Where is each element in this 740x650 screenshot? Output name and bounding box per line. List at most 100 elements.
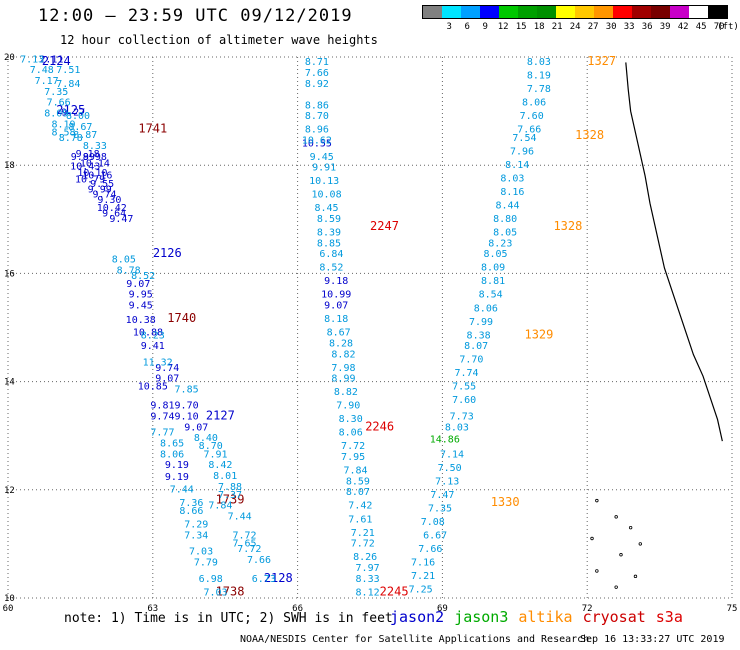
- colorbar: [422, 5, 728, 19]
- swh-value: 7.73: [450, 411, 474, 422]
- colorbar-swatch: [480, 6, 499, 18]
- lat-tick-label: 12: [4, 486, 15, 496]
- swh-value: 8.05: [112, 255, 136, 266]
- swh-value: 8.07: [464, 341, 488, 352]
- pass-number-label: 1330: [491, 495, 520, 509]
- swh-value: 10.55: [302, 138, 332, 149]
- swh-value: 7.21: [351, 528, 375, 539]
- island: [590, 536, 594, 541]
- swh-value: 7.74: [454, 368, 478, 379]
- swh-value: 9.70: [175, 401, 199, 412]
- swh-value: 7.21: [411, 571, 435, 582]
- swh-value: 9.64: [102, 209, 126, 220]
- island: [633, 574, 638, 579]
- swh-value: 9.74: [92, 190, 116, 201]
- swh-value: 9.95: [129, 290, 153, 301]
- swh-value: 9.18: [324, 276, 348, 287]
- swh-value: 7.96: [510, 146, 534, 157]
- swh-value: 7.79: [194, 558, 218, 569]
- swh-value: 8.58: [51, 127, 75, 138]
- credit-line: NOAA/NESDIS Center for Satellite Applica…: [240, 634, 590, 645]
- swh-value: 9.19: [165, 472, 189, 483]
- legend-altika: altika: [518, 608, 573, 626]
- swh-value: 7.51: [56, 65, 80, 76]
- swh-value: 9.45: [129, 301, 153, 312]
- colorbar-swatch: [594, 6, 613, 18]
- swh-value: 8.09: [44, 109, 68, 120]
- swh-value: 8.96: [305, 125, 329, 136]
- lat-tick-label: 16: [4, 269, 15, 279]
- swh-value: 8.05: [493, 228, 517, 239]
- swh-value: 8.92: [305, 79, 329, 90]
- swh-value: 8.70: [199, 441, 223, 452]
- colorbar-swatch: [442, 6, 461, 18]
- pass-number-label: 1328: [575, 128, 604, 142]
- pass-number-label: 1327: [587, 54, 616, 68]
- swh-value: 7.03: [189, 547, 213, 558]
- swh-value: 8.00: [66, 111, 90, 122]
- lon-tick-label: 63: [147, 604, 158, 614]
- island: [595, 498, 599, 503]
- swh-value: 8.23: [488, 238, 512, 249]
- swh-value: 9.41: [141, 341, 165, 352]
- swh-value: 7.72: [341, 441, 365, 452]
- swh-value: 7.13: [20, 54, 44, 65]
- swh-value: 8.07: [346, 487, 370, 498]
- island: [619, 553, 623, 557]
- swh-value: 9.07: [126, 279, 150, 290]
- pass-number-label: 1741: [138, 122, 167, 136]
- swh-value: 10.08: [312, 190, 342, 201]
- swh-value: 9.89: [71, 152, 95, 163]
- coastline: [625, 62, 723, 442]
- swh-value: 7.66: [247, 555, 271, 566]
- colorbar-label: 15: [515, 22, 527, 32]
- island: [628, 525, 633, 530]
- colorbar-labels: 3 6 9 12 15 18 21 24 27 30 33 36 39 42 45 70 (ft): [422, 22, 738, 34]
- swh-value: 8.30: [339, 414, 363, 425]
- colorbar-label: 24: [569, 22, 581, 32]
- swh-value: 8.82: [331, 349, 355, 360]
- swh-value: 7.95: [341, 452, 365, 463]
- legend-jason3: jason3: [454, 608, 509, 626]
- swh-value: 8.38: [467, 330, 491, 341]
- pass-number-label: 1329: [524, 327, 553, 341]
- swh-value: 7.61: [348, 514, 372, 525]
- swh-value: 8.59: [346, 476, 370, 487]
- island: [614, 515, 618, 519]
- swh-value: 7.13: [435, 476, 459, 487]
- swh-value: 8.23: [141, 330, 165, 341]
- swh-value: 14.86: [430, 435, 460, 446]
- swh-value: 2.11: [39, 54, 63, 65]
- swh-value: 9.30: [97, 195, 121, 206]
- colorbar-label: 39: [659, 22, 671, 32]
- swh-value: 8.06: [474, 303, 498, 314]
- swh-value: 8.03: [527, 57, 551, 68]
- colorbar-label: 9: [482, 22, 488, 32]
- swh-value: 8.85: [317, 238, 341, 249]
- map-subtitle: 12 hour collection of altimeter wave hei…: [60, 33, 378, 47]
- lon-tick-label: 60: [3, 604, 14, 614]
- island: [595, 569, 599, 573]
- swh-value: 8.86: [305, 100, 329, 111]
- swh-value: 8.40: [194, 433, 218, 444]
- colorbar-swatch: [575, 6, 594, 18]
- swh-value: 7.65: [232, 539, 256, 550]
- colorbar-label: 21: [551, 22, 563, 32]
- swh-value: 8.67: [68, 122, 92, 133]
- swh-value: 8.26: [353, 552, 377, 563]
- swh-value: 8.28: [329, 338, 353, 349]
- swh-value: 8.19: [51, 119, 75, 130]
- swh-value: 8.18: [324, 314, 348, 325]
- swh-value: 8.14: [505, 160, 529, 171]
- pass-number-label: 2124: [42, 54, 71, 68]
- swh-value: 8.06: [339, 428, 363, 439]
- colorbar-swatch: [689, 6, 708, 18]
- mission-legend: jason2 jason3 altika cryosat s3a: [390, 608, 693, 626]
- swh-value: 7.98: [331, 363, 355, 374]
- swh-value: 7.66: [517, 125, 541, 136]
- colorbar-label: 70: [713, 22, 725, 32]
- swh-value: 6.67: [423, 530, 447, 541]
- swh-value: 9.18: [76, 149, 100, 160]
